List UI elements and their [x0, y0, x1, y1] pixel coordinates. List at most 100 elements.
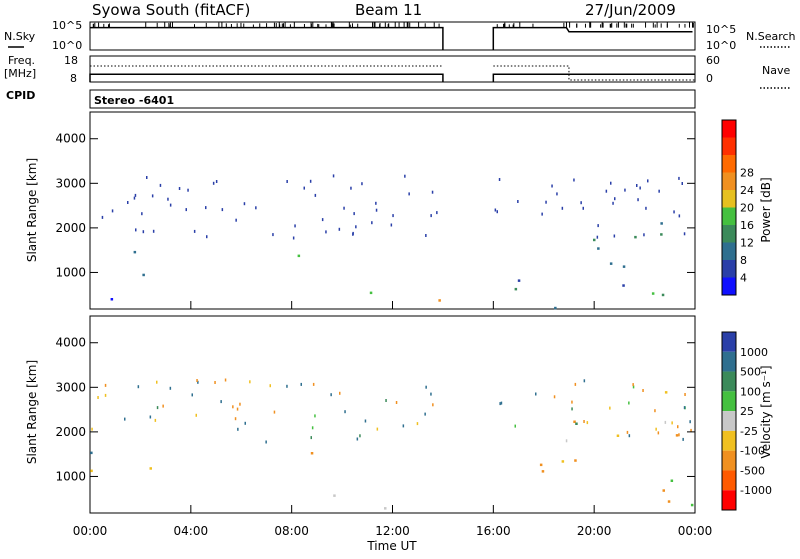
power-cell [297, 254, 301, 258]
power-scatter-cell [431, 190, 434, 194]
power-scatter-cell [292, 236, 295, 240]
power-scatter-cell [404, 174, 406, 178]
velocity-scatter-cell [344, 410, 346, 414]
power-scatter-cell [582, 206, 584, 210]
velocity-colorbar-segment [722, 391, 736, 412]
power-scatter-cell [332, 174, 335, 178]
power-cell [369, 291, 373, 295]
velocity-scatter-cell [632, 383, 634, 387]
power-scatter-cell [658, 189, 660, 193]
station-title: Syowa South (fitACF) [92, 1, 250, 19]
velocity-scatter-cell [154, 418, 157, 422]
freq-trace-1 [89, 73, 444, 82]
velocity-scatter-cell [682, 437, 684, 441]
noise-tick-low: 10^0 [52, 39, 82, 52]
nsky-trace-2 [492, 26, 693, 50]
power-colorbar: 4 8 12 16 20 24 28 [721, 119, 754, 296]
velocity-colorbar-tick: 25 [740, 405, 754, 418]
velocity-axes: 1000 2000 3000 4000 [55, 336, 696, 513]
noise-panel [89, 21, 696, 51]
power-scatter-cell [352, 231, 354, 235]
velocity-scatter-cell [642, 389, 644, 392]
power-scatter-cell [561, 206, 564, 210]
velocity-scatter-cell [273, 410, 276, 414]
power-scatter-cell [614, 197, 616, 201]
power-colorbar-frame [721, 119, 737, 296]
velocity-colorbar-tick: -500 [740, 464, 765, 477]
velocity-scale-label: Velocity [m s⁻¹] [759, 365, 773, 458]
power-scatter-cell [517, 200, 519, 203]
power-scatter-cell [551, 184, 553, 188]
power-scatter-cell [545, 200, 547, 204]
power-scatter-cell [355, 225, 357, 229]
power-scatter-cell [152, 229, 155, 233]
x-tick-label: 16:00 [476, 524, 511, 538]
velocity-ylabel: Slant Range [km] [25, 360, 39, 464]
velocity-scatter-cell [395, 401, 398, 404]
freq-label-2: [MHz] [4, 67, 36, 80]
freq-tick-high: 18 [64, 54, 78, 67]
power-scatter-cell [678, 176, 680, 180]
power-colorbar-segment [722, 172, 736, 190]
velocity-scatter-cell [91, 427, 93, 431]
velocity-cell [662, 489, 665, 492]
y-tick-label: 2000 [55, 221, 86, 235]
velocity-panel-frame [89, 315, 696, 514]
velocity-colorbar-segment [722, 450, 736, 471]
power-scatter-cell [596, 235, 599, 239]
velocity-colorbar-segment [722, 332, 736, 352]
velocity-scatter-cell [690, 428, 692, 432]
power-cell [514, 287, 518, 291]
power-scatter-cell [294, 224, 296, 228]
power-scatter-cell [169, 203, 172, 207]
power-colorbar-segment [722, 155, 736, 173]
velocity-colorbar-segment [722, 351, 736, 372]
x-tick-label: 08:00 [274, 524, 309, 538]
power-scatter-cell [612, 201, 614, 205]
power-colorbar-tick: 20 [740, 202, 754, 215]
power-scatter-cell [637, 198, 639, 202]
power-scatter-cell [314, 193, 317, 197]
y-tick-label: 4000 [55, 336, 86, 350]
power-scatter-cell [321, 218, 324, 222]
power-colorbar-segment [722, 137, 736, 155]
power-scatter-cell [496, 210, 498, 214]
cpid-label: CPID [6, 89, 35, 102]
power-colorbar-tick: 28 [740, 167, 754, 180]
power-scatter-cell [371, 221, 373, 225]
velocity-colorbar-segment [722, 371, 736, 392]
nsearch-label: N.Search [746, 30, 796, 43]
y-tick-label: 3000 [55, 176, 86, 190]
power-scatter-cell [647, 179, 649, 183]
velocity-scatter-cell [583, 379, 586, 383]
power-scatter-cell [541, 212, 543, 216]
velocity-colorbar: 1000 500 100 25 -25 -100 -500 -1000 [721, 331, 772, 511]
power-scatter-cell [212, 181, 215, 185]
beam-label: Beam 11 [355, 1, 422, 19]
power-scatter-cell [639, 186, 641, 190]
power-cell [634, 235, 637, 239]
x-axis-ticks: 00:00 04:00 08:00 12:00 16:00 20:00 00:00 [73, 524, 713, 538]
velocity-scatter-cell [425, 385, 427, 389]
power-scatter-cell [133, 196, 136, 200]
power-scatter-cell [142, 230, 145, 234]
power-scatter-cell [215, 180, 218, 183]
nave-trace-2 [493, 65, 695, 81]
power-scatter-cell [390, 223, 393, 227]
velocity-scatter-cell [156, 406, 159, 410]
velocity-data [90, 378, 694, 510]
velocity-cell [90, 469, 93, 473]
power-scatter-cell [605, 189, 608, 193]
power-cell [609, 262, 613, 265]
power-scatter-cell [187, 188, 189, 192]
power-scatter-cell [498, 178, 501, 181]
velocity-colorbar-segment [722, 490, 736, 510]
x-tick-label: 00:00 [678, 524, 713, 538]
cpid-value: Stereo -6401 [94, 94, 174, 107]
power-cell [661, 293, 665, 297]
power-scatter-cell [127, 201, 129, 204]
velocity-scatter-cell [339, 391, 341, 395]
power-colorbar-segment [722, 207, 736, 225]
power-colorbar-tick: 4 [740, 272, 747, 285]
